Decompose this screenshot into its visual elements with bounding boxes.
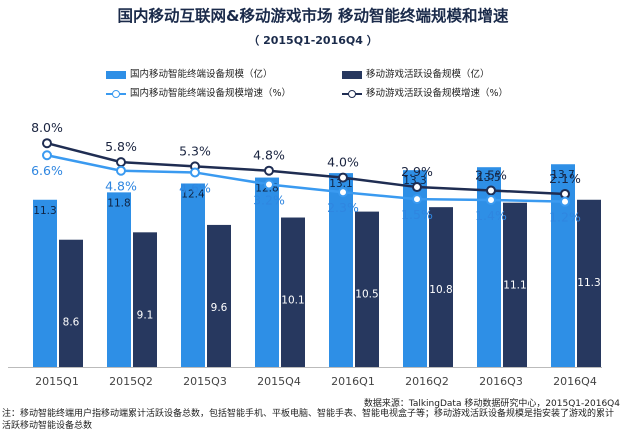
device-growth-value-label: 4.6% [179, 180, 211, 195]
bar-value-label-device: 13.5 [477, 172, 500, 184]
chart-title: 国内移动互联网&移动游戏市场 移动智能终端规模和增速 [117, 7, 509, 25]
bar-value-label-game: 8.6 [63, 317, 80, 329]
bar-game-scale [503, 202, 527, 367]
device-growth-point [412, 194, 422, 205]
game-growth-point [412, 182, 422, 193]
bar-game-scale [281, 217, 305, 367]
legend-item-device-growth: 国内移动智能终端设备规模增速（%） [106, 85, 291, 99]
legend-item-device-scale: 国内移动智能终端设备规模（亿） [106, 66, 273, 80]
bar-value-label-game: 10.8 [429, 284, 452, 296]
bar-device-scale [329, 173, 353, 367]
device-growth-point [264, 179, 274, 190]
bar-game-scale [577, 199, 601, 367]
device-growth-value-label: 6.6% [31, 163, 63, 178]
game-growth-value-label: 2.1% [549, 171, 581, 186]
bar-value-label-game: 11.1 [503, 280, 526, 292]
legend-item-game-scale: 移动游戏活跃设备规模（亿） [342, 66, 490, 80]
x-tick-label: 2015Q3 [183, 375, 227, 388]
device-growth-value-label: 2.3% [327, 200, 359, 215]
device-growth-point [560, 196, 570, 207]
legend-marker-device-growth [106, 89, 126, 99]
game-growth-value-label: 5.8% [105, 139, 137, 154]
device-growth-line [46, 154, 566, 203]
bar-game-scale [429, 207, 453, 367]
legend-label-device-scale: 国内移动智能终端设备规模（亿） [130, 69, 273, 80]
x-tick-label: 2016Q4 [553, 375, 597, 388]
bar-value-label-device: 13.1 [329, 178, 352, 190]
x-tick-label: 2016Q1 [331, 375, 375, 388]
legend-marker-game-growth [342, 89, 362, 99]
device-growth-point [116, 165, 126, 176]
x-tick-label: 2016Q2 [405, 375, 449, 388]
bar-game-scale [59, 239, 83, 367]
bar-value-label-game: 9.6 [211, 302, 228, 314]
device-growth-point [486, 194, 496, 205]
game-growth-point [264, 165, 274, 176]
legend-label-game-scale: 移动游戏活跃设备规模（亿） [366, 69, 490, 80]
game-growth-point [338, 172, 348, 183]
bar-device-scale [255, 177, 279, 367]
bar-value-label-game: 9.1 [137, 309, 154, 321]
bar-value-label-device: 12.4 [181, 188, 205, 200]
device-growth-value-label: 1.5% [401, 207, 433, 222]
data-source: 数据来源：TalkingData 移动数据研究中心，2015Q1-2016Q4 [363, 399, 620, 409]
game-growth-point [42, 138, 52, 149]
bar-value-label-game: 10.5 [355, 289, 378, 301]
x-tick-label: 2015Q2 [109, 375, 153, 388]
game-growth-point [486, 185, 496, 196]
legend-label-game-growth: 移动游戏活跃设备规模增速（%） [366, 88, 509, 99]
device-growth-point [338, 187, 348, 198]
footnote: 注：移动智能终端用户指移动端累计活跃设备总数，包括智能手机、平板电脑、智能手表、… [2, 409, 615, 431]
legend-label-device-growth: 国内移动智能终端设备规模增速（%） [130, 88, 292, 99]
device-growth-value-label: 3.2% [253, 192, 285, 207]
legend-swatch-game-scale [342, 70, 362, 79]
bar-value-label-device: 13.7 [551, 169, 574, 181]
bar-game-scale [355, 211, 379, 367]
x-tick-label: 2015Q1 [35, 375, 79, 388]
bar-device-scale [107, 192, 131, 367]
legend-item-game-growth: 移动游戏活跃设备规模增速（%） [342, 85, 508, 99]
game-growth-value-label: 2.9% [401, 164, 433, 179]
bar-device-scale [181, 183, 205, 367]
game-growth-value-label: 4.8% [253, 148, 285, 163]
game-growth-value-label: 2.5% [475, 168, 507, 183]
game-growth-value-label: 5.3% [179, 143, 211, 158]
device-growth-value-label: 1.4% [475, 208, 507, 223]
bar-value-label-device: 11.3 [33, 205, 56, 217]
bar-game-scale [133, 232, 157, 367]
x-tick-label: 2015Q4 [257, 375, 301, 388]
device-growth-point [190, 167, 200, 178]
game-growth-value-label: 4.0% [327, 155, 359, 170]
game-growth-point [116, 157, 126, 168]
device-growth-value-label: 4.8% [105, 179, 137, 194]
bar-game-scale [207, 224, 231, 367]
bar-value-label-game: 11.3 [577, 277, 600, 289]
legend-swatch-device-scale [106, 70, 126, 79]
device-growth-value-label: 1.2% [549, 210, 581, 225]
game-growth-value-label: 8.0% [31, 120, 63, 135]
bar-value-label-device: 11.8 [107, 197, 130, 209]
game-growth-line [46, 141, 566, 196]
bar-value-label-game: 10.1 [281, 295, 304, 307]
bar-device-scale [33, 199, 57, 367]
chart-subtitle: （ 2015Q1-2016Q4 ） [248, 34, 378, 47]
device-growth-point [42, 150, 52, 161]
x-tick-label: 2016Q3 [479, 375, 523, 388]
